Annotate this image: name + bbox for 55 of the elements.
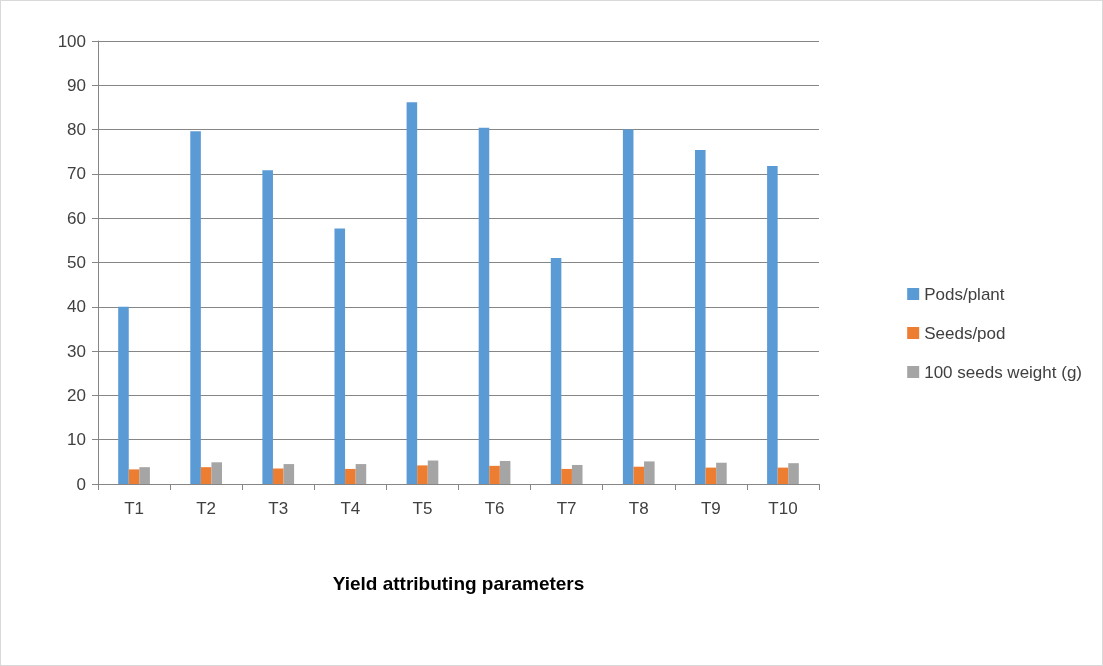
x-tick-label: T10 — [768, 499, 798, 518]
bar — [622, 129, 634, 484]
bar — [128, 469, 140, 484]
x-axis-title: Yield attributing parameters — [332, 573, 585, 594]
bar — [499, 460, 511, 484]
y-tick-label: 90 — [67, 75, 86, 95]
bar — [406, 102, 418, 484]
bar — [345, 468, 356, 484]
y-tick-label: 0 — [76, 474, 86, 494]
legend-label: 100 seeds weight (g) — [924, 362, 1083, 382]
y-tick-label: 60 — [67, 208, 86, 228]
bar — [427, 460, 439, 484]
y-tick-label: 30 — [67, 341, 86, 361]
bar — [139, 467, 150, 484]
x-tick-label: T9 — [700, 499, 721, 518]
bar — [211, 462, 223, 484]
legend-label: Pods/plant — [924, 284, 1005, 304]
bar — [550, 258, 562, 484]
x-tick-label: T4 — [340, 499, 361, 518]
bar — [777, 467, 789, 484]
bar — [272, 468, 284, 484]
bar — [571, 464, 583, 484]
bar — [355, 464, 367, 484]
bar — [716, 462, 727, 484]
x-tick-label: T6 — [484, 499, 505, 518]
bar — [489, 465, 500, 484]
bar — [767, 165, 778, 484]
bar — [788, 463, 799, 484]
bar — [705, 467, 717, 484]
bar — [283, 464, 295, 484]
bar — [190, 131, 201, 484]
bar — [118, 306, 129, 484]
bar — [200, 467, 212, 484]
y-tick-label: 70 — [67, 164, 86, 184]
legend-label: Seeds/pod — [924, 323, 1006, 343]
bar — [262, 170, 273, 484]
y-tick-label: 10 — [67, 430, 86, 450]
y-tick-label: 20 — [67, 385, 86, 405]
y-tick-label: 80 — [67, 120, 86, 140]
x-tick-label: T5 — [412, 499, 433, 518]
y-tick-label: 100 — [57, 31, 86, 51]
x-tick-label: T1 — [124, 499, 144, 518]
bar — [417, 465, 428, 484]
x-tick-label: T3 — [268, 499, 289, 518]
bar — [694, 149, 706, 484]
bar — [334, 228, 346, 484]
y-tick-label: 40 — [67, 297, 86, 317]
bar — [633, 466, 645, 484]
x-tick-label: T7 — [556, 499, 577, 518]
bar — [644, 461, 655, 484]
x-tick-label: T8 — [628, 499, 649, 518]
y-tick-label: 50 — [67, 253, 86, 272]
x-tick-label: T2 — [196, 499, 217, 518]
bar — [478, 127, 490, 484]
bar — [561, 468, 572, 484]
